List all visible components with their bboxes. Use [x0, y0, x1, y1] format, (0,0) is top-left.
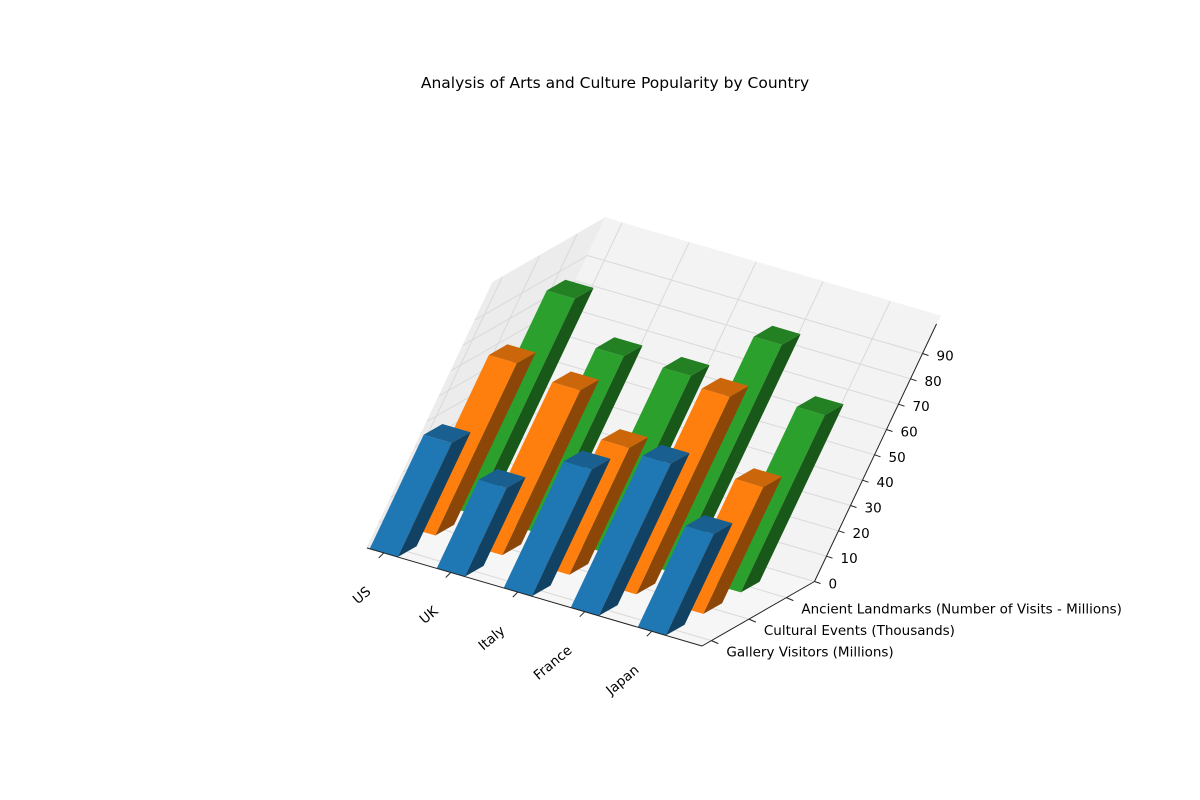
series-tick-label: Ancient Landmarks (Number of Visits - Mi… [801, 602, 1122, 618]
gridline-z [474, 254, 923, 354]
bar-face-top [552, 371, 600, 391]
bar-face-top [701, 377, 749, 397]
value-tick [850, 505, 857, 508]
bar-face-side [502, 379, 600, 556]
bar-face-side [531, 458, 611, 597]
gridline-z [462, 280, 911, 380]
category-tick [445, 572, 452, 578]
bar-face-top [662, 356, 710, 376]
bar-face-top [595, 337, 643, 357]
bar-face-front [570, 455, 671, 616]
series-tick [748, 618, 757, 623]
bar-uk-series-1 [436, 469, 526, 577]
value-tick-label: 30 [865, 501, 882, 517]
bar-italy-series-1 [503, 450, 611, 597]
chart-bars [369, 279, 844, 636]
value-tick-label: 20 [853, 526, 870, 542]
category-tick [378, 552, 385, 559]
value-tick [922, 353, 929, 356]
value-tick [874, 454, 881, 458]
chart-title: Analysis of Arts and Culture Popularity … [421, 74, 809, 92]
series-tick-label: Cultural Events (Thousands) [764, 623, 955, 639]
bar-face-top [642, 444, 690, 464]
bar-face-top [796, 396, 844, 416]
category-tick-label: France [531, 643, 576, 684]
value-tick [898, 403, 905, 407]
bar-face-side [464, 477, 526, 577]
value-tick-label: 0 [829, 577, 838, 593]
value-tick [838, 530, 845, 534]
bar-face-top [423, 424, 471, 443]
category-tick [646, 630, 653, 637]
bar-face-front [436, 479, 507, 577]
value-tick [862, 479, 869, 483]
category-tick-label: US [350, 584, 374, 608]
value-tick [826, 555, 833, 559]
bar-face-side [569, 437, 649, 575]
bar-face-top [546, 279, 594, 299]
series-tick [711, 640, 719, 645]
bar-face-side [703, 476, 783, 614]
value-tick-label: 80 [925, 374, 942, 390]
bar-face-side [598, 453, 690, 616]
value-tick-label: 90 [937, 349, 954, 365]
value-tick-label: 50 [889, 450, 906, 466]
value-tick [910, 378, 917, 382]
bar-face-top [735, 468, 783, 488]
bar-face-side [435, 352, 536, 536]
bar-france-series-1 [570, 444, 690, 616]
series-tick [786, 597, 794, 602]
category-tick [579, 611, 586, 618]
bar-face-top [685, 515, 733, 535]
bar-face-top [563, 450, 611, 470]
bar-face-top [488, 344, 536, 364]
category-axis-line [366, 547, 703, 647]
bar-face-side [673, 334, 801, 573]
category-tick [512, 591, 519, 598]
series-axis-line [701, 581, 815, 647]
bar-japan-series-1 [637, 515, 733, 636]
bar-face-top [753, 325, 801, 345]
bar-face-side [636, 386, 749, 595]
series-tick-label: Gallery Visitors (Millions) [726, 645, 893, 661]
value-tick-label: 60 [901, 425, 918, 441]
bar-us-series-1 [369, 424, 471, 557]
value-tick [886, 429, 893, 432]
bar-face-front [369, 434, 452, 557]
bar-face-front [637, 525, 714, 636]
bar-face-side [665, 523, 733, 636]
bar-face-front [503, 461, 592, 597]
value-tick-label: 40 [877, 475, 894, 491]
value-tick [814, 581, 821, 584]
bar-face-side [740, 404, 844, 593]
category-tick-label: Italy [476, 623, 509, 654]
value-axis-line [814, 323, 937, 582]
value-tick-label: 10 [841, 551, 858, 567]
bar-face-side [397, 432, 471, 557]
value-tick-label: 70 [913, 399, 930, 415]
bar-face-side [472, 287, 594, 514]
bar-face-top [478, 469, 526, 488]
category-tick-label: Japan [602, 662, 642, 699]
bar-face-top [601, 429, 649, 448]
category-tick-label: UK [417, 603, 443, 628]
